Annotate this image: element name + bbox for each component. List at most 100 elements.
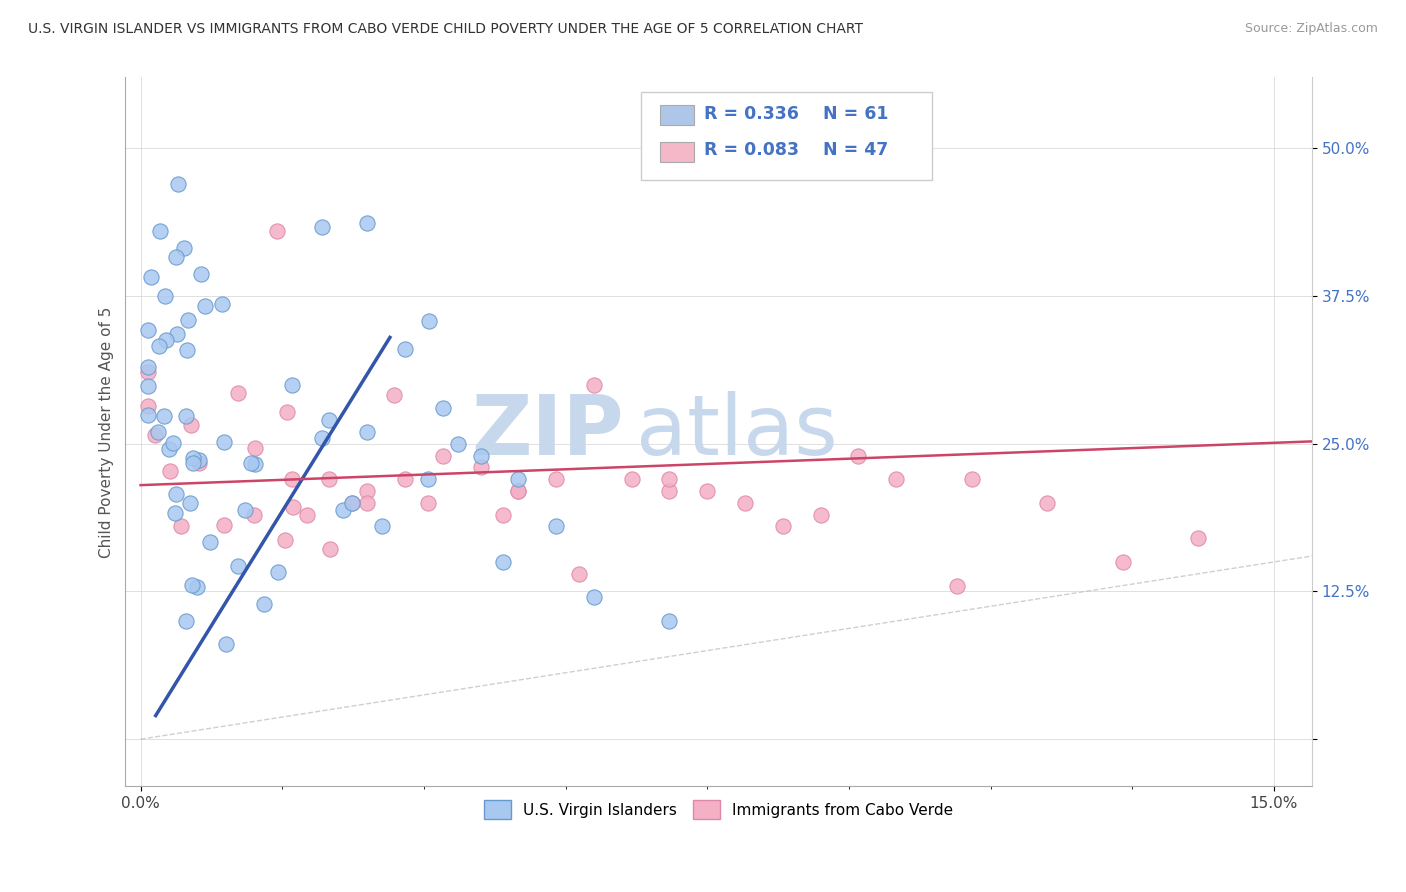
Point [159,464,181,478]
Point [318,472,340,486]
Point [884,472,907,486]
Point [394,472,416,486]
Point [696,483,718,498]
FancyBboxPatch shape [661,142,693,161]
FancyBboxPatch shape [641,92,932,180]
Point [181,451,204,466]
Point [276,405,298,419]
Point [492,555,515,569]
Point [846,449,869,463]
Point [169,519,191,533]
Point [243,508,266,522]
Point [136,409,159,423]
Point [508,483,530,498]
Point [190,267,212,281]
Point [136,400,159,414]
Point [508,483,530,498]
Point [356,425,378,439]
Point [356,216,378,230]
Point [318,413,340,427]
Point [371,519,394,533]
Point [146,425,169,440]
Point [198,534,221,549]
Point [141,269,163,284]
Point [1187,531,1209,545]
Point [295,508,318,522]
Point [447,437,470,451]
Point [240,456,263,470]
Point [945,578,967,592]
Point [356,483,378,498]
Y-axis label: Child Poverty Under the Age of 5: Child Poverty Under the Age of 5 [100,306,114,558]
Legend: U.S. Virgin Islanders, Immigrants from Cabo Verde: U.S. Virgin Islanders, Immigrants from C… [478,794,959,825]
Point [340,496,363,510]
Point [186,580,208,594]
Text: Source: ZipAtlas.com: Source: ZipAtlas.com [1244,22,1378,36]
Point [252,597,274,611]
Point [432,401,454,416]
Point [211,297,233,311]
Point [174,615,197,629]
Point [658,483,681,498]
Point [136,365,159,379]
Point [810,508,832,522]
Point [165,250,187,264]
Point [181,456,204,470]
Point [148,339,170,353]
Point [176,343,198,357]
Point [620,472,643,486]
Point [658,614,681,628]
Point [179,496,201,510]
Point [157,442,180,456]
Point [568,566,591,581]
Point [166,327,188,342]
Point [1112,555,1135,569]
Point [162,436,184,450]
Text: atlas: atlas [636,392,838,473]
Text: N = 61: N = 61 [823,104,889,122]
Point [582,591,605,605]
Point [772,519,794,533]
Point [311,431,333,445]
Point [180,418,202,433]
Point [153,409,176,423]
Point [432,449,454,463]
Point [149,224,172,238]
Point [235,502,257,516]
Point [734,496,756,510]
Point [582,377,605,392]
Point [492,508,515,522]
Text: N = 47: N = 47 [823,142,889,160]
Point [266,224,288,238]
Point [416,472,439,486]
Point [311,219,333,234]
Point [188,453,211,467]
Point [318,541,340,556]
Text: U.S. VIRGIN ISLANDER VS IMMIGRANTS FROM CABO VERDE CHILD POVERTY UNDER THE AGE O: U.S. VIRGIN ISLANDER VS IMMIGRANTS FROM … [28,22,863,37]
Point [136,360,159,375]
Point [382,388,405,402]
Point [226,558,249,573]
Point [136,378,159,392]
Point [280,377,302,392]
Point [280,472,302,486]
Point [546,472,568,486]
Point [215,637,238,651]
Point [194,299,217,313]
Point [960,472,983,486]
Point [136,323,159,337]
Point [508,472,530,486]
Point [167,177,190,191]
Point [470,449,492,463]
Point [658,472,681,486]
Text: R = 0.336: R = 0.336 [704,104,799,122]
Point [470,460,492,475]
Point [332,502,354,516]
Point [546,519,568,533]
Point [267,566,290,580]
Point [281,500,304,514]
Point [212,435,235,450]
Point [143,428,166,442]
Point [394,343,416,357]
Point [165,487,187,501]
